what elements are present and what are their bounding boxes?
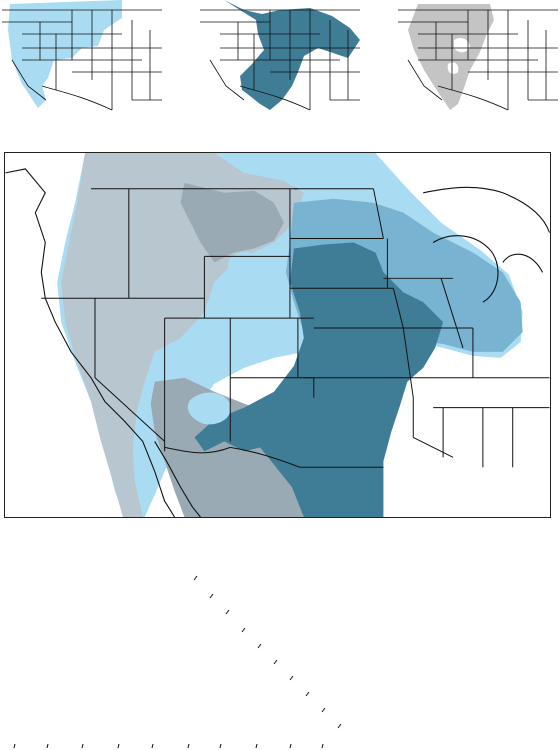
mini-state-lines — [2, 9, 162, 111]
axis-tick-marks-svg — [13, 575, 342, 749]
composite-map — [4, 152, 551, 518]
mini-map-gray — [398, 0, 560, 118]
region-light-pocket — [187, 252, 263, 425]
mini-map-light-blue — [2, 0, 164, 118]
mini-state-lines — [200, 9, 360, 111]
mini-region-light-blue — [8, 0, 122, 108]
region-dark-teal — [194, 242, 444, 517]
mini-map-dark-teal-svg — [200, 0, 360, 111]
state-boundaries — [41, 188, 550, 468]
axis-tick-marks — [0, 560, 560, 750]
mini-map-gray-svg — [398, 4, 558, 111]
mini-map-light-blue-svg — [2, 0, 162, 111]
bottom-ticks — [13, 743, 324, 749]
coastlines — [5, 168, 550, 517]
composite-map-svg — [5, 153, 550, 517]
mini-region-dark-teal — [224, 0, 360, 110]
mini-state-lines — [398, 9, 558, 111]
mini-map-dark-teal — [200, 0, 362, 118]
diagonal-ticks — [193, 575, 342, 729]
mini-region-gray — [408, 4, 494, 110]
mini-region-gray-holes — [447, 38, 470, 74]
